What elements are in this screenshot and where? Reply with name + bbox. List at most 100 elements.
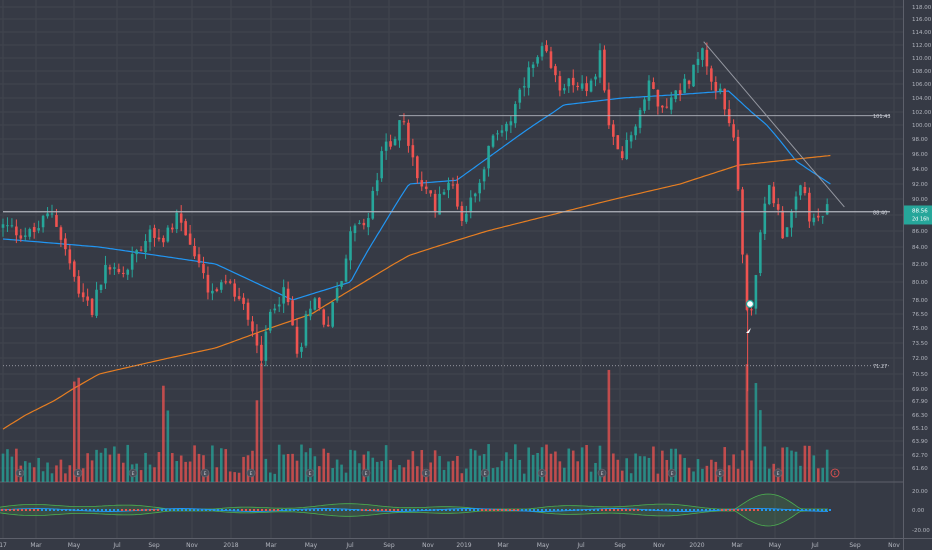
y-tick-label: 62.70 (912, 453, 928, 459)
candle-body (438, 193, 441, 215)
earnings-marker[interactable] (537, 468, 547, 478)
osc-dot (673, 509, 675, 511)
earnings-marker[interactable] (305, 468, 315, 478)
osc-dot (609, 509, 611, 511)
earnings-marker[interactable] (597, 468, 607, 478)
candle-body (64, 238, 67, 250)
earnings-marker[interactable] (200, 468, 210, 478)
volume-bar (745, 364, 749, 482)
earnings-marker[interactable] (246, 468, 256, 478)
volume-bar (527, 447, 530, 482)
earnings-marker[interactable] (73, 468, 83, 478)
candle-body (282, 287, 285, 304)
osc-dot (769, 509, 771, 511)
earnings-marker-glyph: E (484, 471, 487, 477)
volume-bar (393, 469, 397, 482)
osc-dot (777, 509, 779, 511)
osc-dot (521, 509, 523, 511)
volume-bar (228, 471, 232, 482)
volume-bar (371, 457, 375, 482)
osc-dot (165, 509, 167, 511)
osc-dot (369, 509, 371, 511)
osc-dot (793, 509, 795, 511)
candle-body (304, 314, 308, 346)
candle-body (460, 206, 464, 221)
earnings-marker[interactable] (421, 468, 431, 478)
earnings-marker[interactable] (667, 468, 677, 478)
candle-body (531, 64, 535, 68)
osc-dot (785, 509, 787, 511)
osc-dot (809, 509, 811, 511)
osc-dot (57, 509, 59, 511)
y-tick-label: 92.00 (912, 182, 928, 188)
earnings-marker[interactable] (15, 468, 25, 478)
earnings-marker[interactable] (128, 468, 138, 478)
candle-body (692, 64, 695, 87)
candle-body (260, 344, 263, 361)
earnings-marker[interactable] (361, 468, 371, 478)
osc-dot (829, 509, 831, 511)
osc-dot (445, 509, 447, 511)
earnings-marker-glyph: E (204, 471, 207, 477)
osc-dot (709, 509, 711, 511)
osc-dot (733, 509, 735, 511)
volume-bar (571, 450, 575, 482)
osc-dot (73, 509, 75, 511)
y-tick-label: 63.90 (912, 439, 928, 445)
candle-body (77, 276, 81, 294)
osc-dot (325, 509, 327, 511)
upcoming-earnings-marker[interactable] (830, 468, 840, 478)
osc-dot (613, 509, 615, 511)
volume-bar (175, 460, 179, 482)
earnings-marker[interactable] (773, 468, 783, 478)
volume-bar (384, 445, 388, 482)
y-tick-label: 102.00 (912, 110, 932, 116)
volume-bar (113, 446, 116, 482)
earnings-marker[interactable] (480, 468, 490, 478)
earnings-marker-glyph: E (601, 471, 604, 477)
candle-body (750, 309, 753, 311)
candle-body (545, 45, 548, 52)
candle-body (10, 225, 14, 227)
volume-bar (86, 453, 89, 482)
volume-bar (540, 447, 544, 482)
volume-bar (367, 451, 370, 482)
candle-body (727, 109, 731, 124)
volume-bar (179, 455, 183, 482)
osc-dot (153, 509, 155, 511)
volume-bar (331, 468, 334, 482)
osc-dot (333, 509, 335, 511)
volume-bar (585, 445, 588, 482)
volume-bar (567, 448, 571, 482)
osc-dot (381, 509, 383, 511)
last-price-countdown: 2d 16h (912, 216, 929, 222)
volume-bar (669, 448, 673, 482)
volume-bar (233, 472, 236, 482)
volume-bar (808, 445, 811, 482)
volume-bar (72, 381, 76, 482)
osc-dot (597, 509, 599, 511)
candle-body (273, 308, 277, 311)
candle-body (237, 296, 241, 299)
volume-bar (500, 460, 504, 482)
candle-body (424, 186, 428, 189)
y-tick-label: 72.00 (912, 356, 928, 362)
volume-bar (705, 465, 709, 482)
volume-bar (362, 454, 366, 482)
candle-body (371, 190, 375, 219)
alert-marker-icon[interactable] (745, 299, 755, 309)
volume-bar (678, 454, 682, 482)
volume-bar (300, 444, 303, 482)
osc-dot (525, 509, 527, 511)
osc-dot (393, 509, 395, 511)
candle-body (647, 80, 651, 101)
osc-dot (817, 509, 819, 511)
earnings-marker[interactable] (715, 468, 725, 478)
volume-bar (803, 445, 807, 482)
osc-dot (705, 509, 707, 511)
osc-dot (781, 509, 783, 511)
candle-body (571, 77, 575, 86)
osc-dot (605, 509, 607, 511)
osc-dot (577, 509, 579, 511)
candle-body (362, 222, 366, 226)
